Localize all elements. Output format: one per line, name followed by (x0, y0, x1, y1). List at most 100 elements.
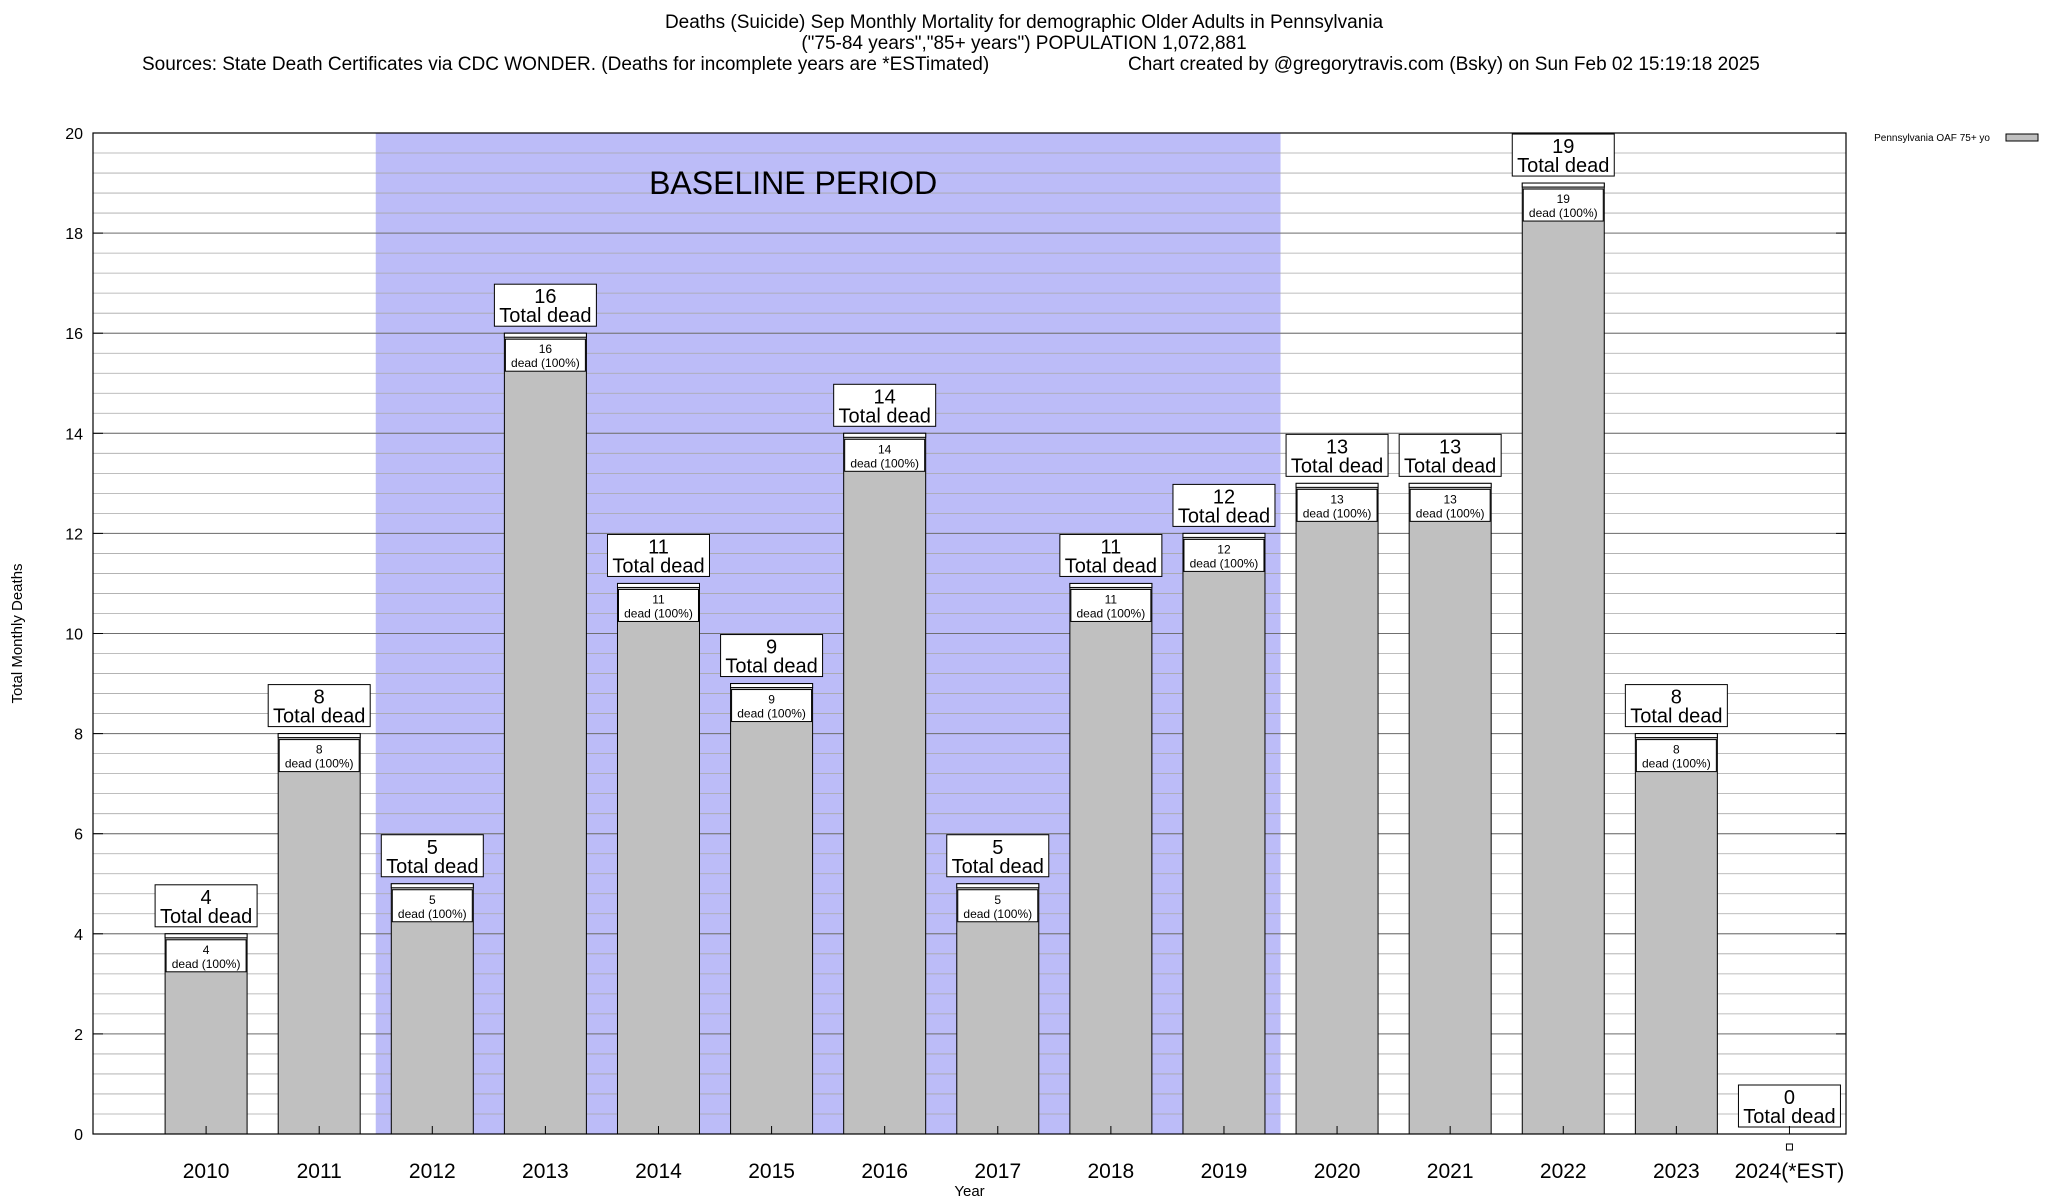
bar (1295, 482, 1379, 1135)
total-dead-label: Total dead (160, 906, 252, 928)
bar (1408, 482, 1492, 1135)
total-label-box (1398, 433, 1502, 477)
total-value-label: 12 (1213, 486, 1235, 508)
total-value-label: 5 (992, 837, 1003, 859)
bar-inner-label: dead (100%) (285, 757, 354, 771)
total-label-box (493, 283, 597, 327)
total-label-box (267, 684, 371, 728)
x-tick-label: 2021 (1427, 1160, 1474, 1183)
y-tick-label: 6 (74, 827, 83, 844)
bar (730, 683, 814, 1135)
bar-inner-label: dead (100%) (850, 456, 919, 470)
bar-empty-marker (1785, 1143, 1793, 1151)
bar-inner-label: dead (100%) (1642, 757, 1711, 771)
bar-inner-label-box (1296, 488, 1378, 522)
total-dead-label: Total dead (386, 856, 478, 878)
total-label-box (380, 834, 484, 878)
total-dead-label: Total dead (1291, 455, 1383, 477)
bar-cap (1295, 482, 1379, 488)
bar-inner-label-box (1522, 188, 1604, 222)
total-dead-label: Total dead (1517, 155, 1609, 177)
x-tick-label: 2010 (183, 1160, 230, 1183)
total-label-box (606, 533, 710, 577)
bar-inner-label-box (1635, 739, 1717, 773)
total-value-label: 11 (1100, 536, 1121, 558)
bar-inner-label-box (1183, 538, 1265, 572)
bar-inner-label: dead (100%) (963, 907, 1032, 921)
bar-inner-value: 4 (203, 943, 210, 957)
bar-inner-label-box (1409, 488, 1491, 522)
total-value-label: 4 (201, 887, 212, 909)
bar (390, 883, 474, 1135)
bar-inner-label-box (957, 889, 1039, 923)
x-tick-label: 2015 (748, 1160, 795, 1183)
bar (1182, 532, 1266, 1135)
bar-cap (503, 332, 587, 338)
bar-inner-label: dead (100%) (511, 356, 580, 370)
plot-frame (92, 132, 1847, 1135)
bar-inner-value: 13 (1330, 492, 1344, 506)
bar-cap (390, 883, 474, 889)
total-value-label: 11 (648, 536, 669, 558)
y-tick-label: 14 (65, 426, 83, 443)
bar-cap (1521, 182, 1605, 188)
y-tick-label: 4 (74, 927, 83, 944)
total-dead-label: Total dead (1178, 505, 1270, 527)
bar (1634, 733, 1718, 1135)
total-value-label: 5 (427, 837, 438, 859)
bar (277, 733, 361, 1135)
total-value-label: 8 (1671, 687, 1682, 709)
total-value-label: 0 (1784, 1087, 1795, 1109)
bar-cap (277, 733, 361, 739)
bar-inner-label: dead (100%) (1529, 206, 1598, 220)
bar-inner-value: 11 (1105, 592, 1118, 606)
total-label-box (946, 834, 1050, 878)
total-dead-label: Total dead (1065, 555, 1157, 577)
bar-inner-label-box (731, 689, 813, 723)
bar (503, 332, 587, 1135)
total-label-box (1737, 1084, 1841, 1128)
x-tick-label: 2016 (861, 1160, 908, 1183)
y-tick-label: 18 (65, 226, 83, 243)
bar-inner-value: 12 (1217, 542, 1231, 556)
total-label-box (1172, 483, 1276, 527)
total-dead-label: Total dead (1630, 706, 1722, 728)
bar-inner-value: 5 (994, 893, 1001, 907)
total-dead-label: Total dead (499, 305, 591, 327)
x-tick-label: 2023 (1653, 1160, 1700, 1183)
total-dead-label: Total dead (1743, 1106, 1835, 1128)
bar (1521, 182, 1605, 1135)
total-dead-label: Total dead (952, 856, 1044, 878)
x-axis-label: Year (954, 1183, 984, 1200)
total-dead-label: Total dead (725, 656, 817, 678)
bar-inner-label-box (617, 588, 699, 622)
bar-inner-label: dead (100%) (1190, 556, 1259, 570)
bar-inner-label: dead (100%) (737, 707, 806, 721)
bar (1069, 582, 1153, 1135)
y-tick-label: 12 (65, 526, 83, 543)
bar-cap (956, 883, 1040, 889)
bar-cap (164, 933, 248, 939)
bar-cap (1408, 482, 1492, 488)
x-tick-label: 2012 (409, 1160, 456, 1183)
chart-title: Deaths (Suicide) Sep Monthly Mortality f… (664, 12, 1384, 33)
x-tick-label: 2014 (635, 1160, 682, 1183)
total-value-label: 9 (766, 637, 777, 659)
bar-inner-value: 9 (768, 693, 775, 707)
bar-cap (1069, 582, 1153, 588)
bar-cap (730, 683, 814, 689)
bar-inner-label: dead (100%) (398, 907, 467, 921)
y-tick-label: 2 (74, 1027, 83, 1044)
x-tick-label: 2018 (1088, 1160, 1135, 1183)
total-value-label: 13 (1439, 436, 1461, 458)
total-value-label: 14 (874, 386, 896, 408)
legend-swatch (2005, 133, 2039, 142)
legend-label: Pennsylvania OAF 75+ yo (1874, 133, 1990, 144)
total-label-box (1059, 533, 1163, 577)
bar-inner-value: 19 (1557, 192, 1571, 206)
total-dead-label: Total dead (1404, 455, 1496, 477)
y-tick-label: 10 (65, 627, 83, 644)
bar-inner-label-box (844, 438, 926, 472)
bar (843, 432, 927, 1135)
